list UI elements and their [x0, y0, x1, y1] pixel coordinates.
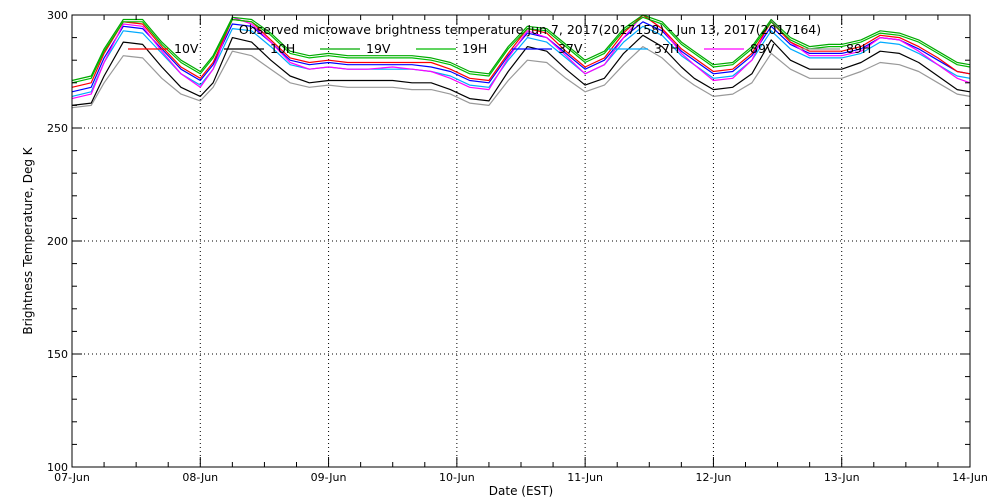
x-axis-title: Date (EST): [489, 484, 553, 498]
x-tick-label: 13-Jun: [824, 471, 860, 484]
legend-label-89h: 89H: [846, 41, 871, 56]
series-lines: [71, 14, 971, 109]
legend-label-37v: 37V: [558, 41, 583, 56]
series-line-89h: [71, 46, 971, 109]
x-tick-label: 12-Jun: [696, 471, 732, 484]
legend: 10V 10H 19V 19H 37V 37H 89V 89H: [128, 41, 871, 56]
series-line-37v: [71, 21, 971, 93]
grid-lines: [72, 15, 970, 467]
series-line-19v: [71, 14, 971, 82]
y-axis-title: Brightness Temperature, Deg K: [21, 146, 35, 334]
chart-title: Observed microwave brightness temperatur…: [239, 22, 821, 37]
series-line-89v: [71, 14, 971, 100]
x-tick-label: 09-Jun: [311, 471, 347, 484]
y-tick-label: 200: [47, 235, 68, 248]
series-line-19h: [71, 16, 971, 84]
legend-label-89v: 89V: [750, 41, 775, 56]
tick-labels: 100 150 200 250 300 07-Jun 08-Jun 09-Jun 10-Jun 1…: [47, 9, 988, 484]
x-tick-label: 08-Jun: [182, 471, 218, 484]
y-tick-label: 300: [47, 9, 68, 22]
axis-ticks: [71, 14, 971, 468]
legend-label-19h: 19H: [462, 41, 487, 56]
legend-label-10v: 10V: [174, 41, 199, 56]
legend-label-10h: 10H: [270, 41, 295, 56]
y-tick-label: 100: [47, 461, 68, 474]
legend-label-37h: 37H: [654, 41, 679, 56]
x-tick-label: 07-Jun: [54, 471, 90, 484]
x-tick-label: 11-Jun: [567, 471, 603, 484]
legend-label-19v: 19V: [366, 41, 391, 56]
y-tick-label: 150: [47, 348, 68, 361]
y-tick-label: 250: [47, 122, 68, 135]
x-tick-label: 10-Jun: [439, 471, 475, 484]
series-line-10h: [71, 34, 971, 106]
x-tick-label: 14-Jun: [952, 471, 988, 484]
